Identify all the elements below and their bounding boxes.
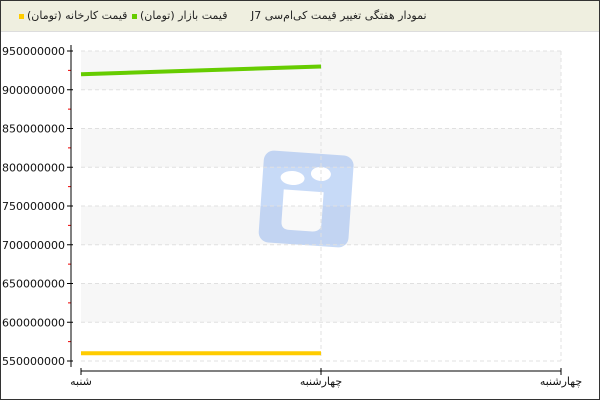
legend-swatch-market — [132, 14, 137, 19]
y-tick-label: 1950000000 — [1, 45, 65, 58]
grid-band — [81, 128, 561, 168]
legend-factory[interactable]: قیمت کارخانه (تومان) — [27, 9, 128, 22]
y-tick-label: 1550000000 — [1, 355, 65, 368]
x-tick-label: شنبه — [70, 375, 92, 388]
y-tick-label: 1700000000 — [1, 239, 65, 252]
x-tick-label: چهارشنبه — [300, 375, 342, 388]
y-tick-label: 1600000000 — [1, 316, 65, 329]
y-tick-label: 1850000000 — [1, 123, 65, 136]
y-tick-label: 1800000000 — [1, 161, 65, 174]
legend-market[interactable]: قیمت بازار (تومان) — [140, 9, 228, 22]
y-tick-label: 1750000000 — [1, 200, 65, 213]
x-tick-label: چهارشنبه — [540, 375, 582, 388]
y-tick-label: 1900000000 — [1, 84, 65, 97]
series-line — [80, 64, 322, 77]
legend-swatch-factory — [19, 14, 24, 19]
y-tick-label: 1650000000 — [1, 278, 65, 291]
chart-header: نمودار هفتگی تغییر قیمت کی‌ام‌سی J7 قیمت… — [1, 1, 599, 32]
chart-title: نمودار هفتگی تغییر قیمت کی‌ام‌سی J7 — [251, 9, 427, 22]
watermark-logo — [258, 150, 354, 248]
